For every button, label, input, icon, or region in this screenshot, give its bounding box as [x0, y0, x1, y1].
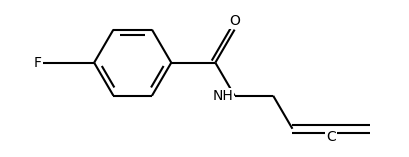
Text: F: F: [34, 56, 42, 70]
Text: O: O: [229, 14, 239, 28]
Text: C: C: [325, 130, 335, 144]
Text: NH: NH: [212, 89, 233, 103]
